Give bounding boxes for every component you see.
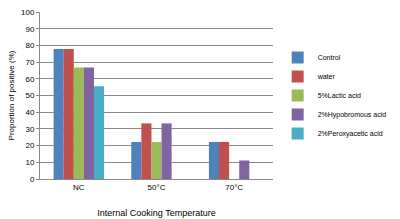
svg-text:NC: NC <box>73 183 85 192</box>
svg-text:80: 80 <box>25 41 34 50</box>
svg-text:40: 40 <box>25 108 34 117</box>
svg-text:5%Lactic acid: 5%Lactic acid <box>318 92 361 99</box>
svg-text:20: 20 <box>25 141 34 150</box>
svg-text:90: 90 <box>25 25 34 34</box>
svg-text:2%Hypobromous acid: 2%Hypobromous acid <box>318 111 387 119</box>
svg-text:2%Peroxyacetic acid: 2%Peroxyacetic acid <box>318 130 383 138</box>
svg-text:50°C: 50°C <box>148 183 166 192</box>
svg-text:Internal Cooking Temperature: Internal Cooking Temperature <box>97 208 215 218</box>
svg-text:0: 0 <box>30 175 35 184</box>
svg-text:30: 30 <box>25 125 34 134</box>
svg-text:70: 70 <box>25 58 34 67</box>
svg-text:60: 60 <box>25 75 34 84</box>
svg-text:Proportion of positive (%): Proportion of positive (%) <box>7 50 16 140</box>
svg-text:water: water <box>317 73 336 80</box>
svg-text:Control: Control <box>318 54 341 61</box>
svg-text:10: 10 <box>25 158 34 167</box>
svg-text:70°C: 70°C <box>225 183 243 192</box>
svg-text:100: 100 <box>21 8 35 17</box>
svg-text:50: 50 <box>25 91 34 100</box>
